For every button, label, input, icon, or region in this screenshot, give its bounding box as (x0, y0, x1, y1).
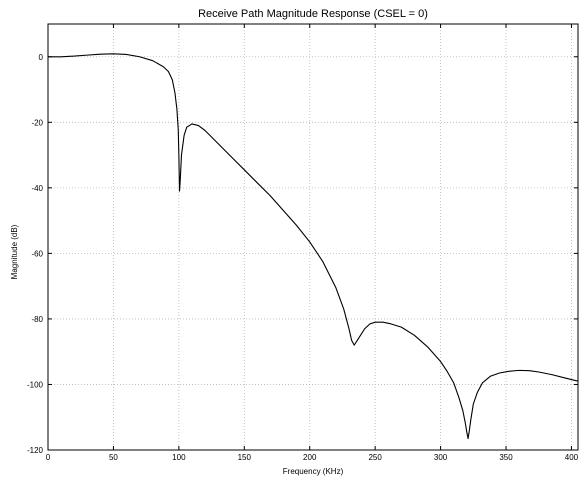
y-tick-labels: 0 -20 -40 -60 -80 -100 -120 (27, 53, 44, 455)
x-tick-label: 200 (303, 453, 317, 462)
magnitude-curve (48, 53, 579, 440)
chart-title: Receive Path Magnitude Response (CSEL = … (198, 8, 428, 20)
x-axis-label: Frequency (KHz) (283, 467, 344, 476)
y-tick-label: -100 (27, 380, 44, 389)
plot-frame (47, 23, 579, 451)
x-tick-label: 300 (434, 453, 448, 462)
x-tick-label: 250 (368, 453, 382, 462)
x-tick-label: 0 (46, 453, 51, 462)
x-tick-label: 100 (172, 453, 186, 462)
y-tick-label: -60 (31, 249, 43, 258)
tick-marks (47, 24, 578, 451)
x-tick-label: 150 (238, 453, 252, 462)
x-tick-label: 400 (565, 453, 579, 462)
y-tick-label: -20 (31, 118, 43, 127)
y-axis-label: Magnitude (dB) (10, 224, 19, 279)
y-tick-label: -40 (31, 184, 43, 193)
grid (47, 24, 578, 451)
y-tick-label: -120 (27, 446, 44, 455)
y-tick-label: 0 (39, 53, 44, 62)
x-tick-labels: 0 50 100 150 200 250 300 350 400 (46, 453, 579, 462)
x-tick-label: 50 (109, 453, 118, 462)
y-tick-label: -80 (31, 315, 43, 324)
x-tick-label: 350 (499, 453, 513, 462)
